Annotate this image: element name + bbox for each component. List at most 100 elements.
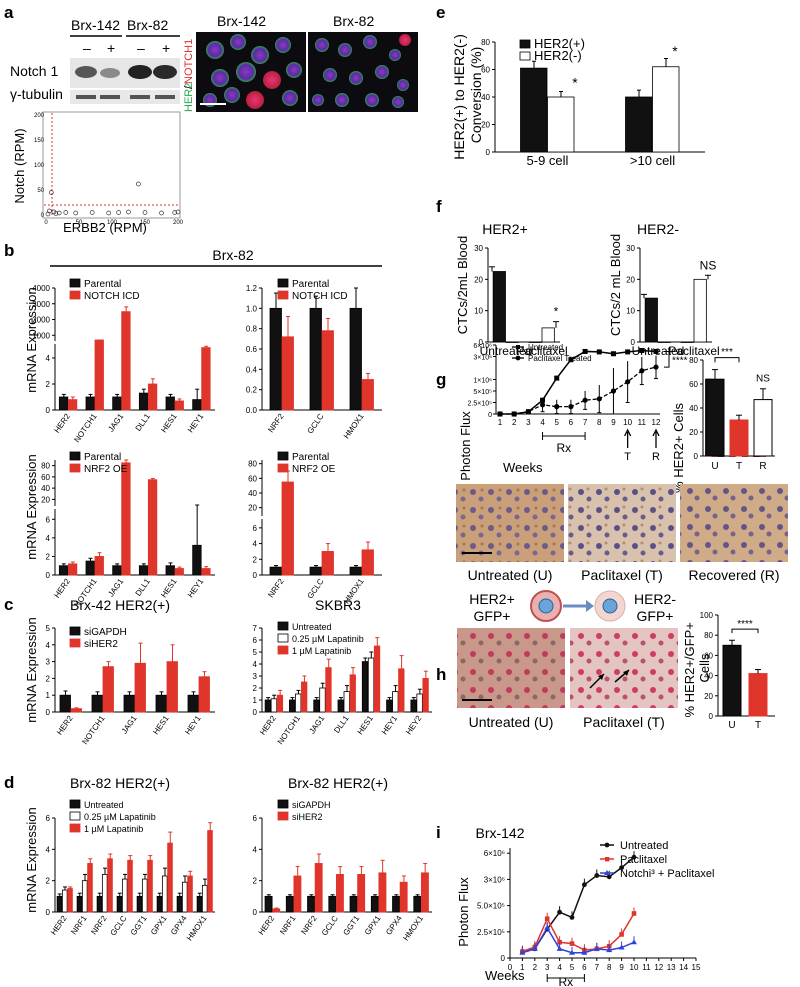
d-chart1-bar [107, 858, 113, 913]
if-cell [224, 87, 240, 103]
h-image-paclitaxel [570, 628, 678, 708]
b-chart2-cat-label: GCLC [306, 412, 326, 436]
i-xtick-label: 15 [692, 963, 701, 972]
g-bar-tick-label: 80 [689, 356, 698, 365]
h-bar-cat-label: T [755, 720, 761, 731]
c-chart2-cat-label: DLL1 [332, 714, 351, 735]
g-ytick-label: 6×10⁶ [473, 343, 492, 350]
e-chart-legend-label: HER2(-) [534, 48, 582, 63]
h-bar-tick-label: 60 [704, 651, 713, 660]
scatter-point [116, 210, 121, 215]
i-xtick-label: 11 [642, 963, 651, 972]
b-chart4-tick-label: 40 [248, 489, 257, 498]
b-chart4-axis-break [258, 516, 266, 519]
g-point-untreated [568, 357, 574, 363]
d-chart1-cat-label: NRF2 [89, 914, 109, 937]
i-legend-label-untreated: Untreated [620, 840, 668, 852]
d-chart1-bar [121, 878, 128, 913]
b-chart3-bar [147, 479, 158, 576]
b-chart3-bar [67, 563, 78, 576]
g-xtick-label: 6 [569, 418, 574, 427]
c-chart2-legend-label: Untreated [292, 622, 332, 632]
g-ytick-label: 1×10⁶ [473, 378, 492, 385]
b-chart3-cat-label: DLL1 [134, 577, 153, 598]
d-chart1-tick-label: 0 [46, 908, 51, 917]
c-chart2-tick-label: 7 [253, 624, 258, 633]
panel-letter-g: g [436, 370, 446, 389]
d-chart1-bar [127, 859, 133, 913]
b-chart1-cat-label: HER2 [52, 412, 72, 435]
panel-letter-d: d [4, 773, 14, 792]
d-chart2-bar [413, 895, 422, 913]
b-chart2-tick-label: 0.4 [246, 365, 258, 374]
g-point-treated [639, 368, 645, 374]
panel-d-title-left: Brx-82 HER2(+) [70, 775, 170, 791]
d-chart1-bar [207, 830, 213, 913]
b-chart3-tick-label: 80 [41, 462, 50, 471]
i-xtick-label: 6 [582, 963, 587, 972]
b-chart1-bar [58, 396, 69, 411]
scatter-ytick: 0 [41, 213, 45, 219]
c-chart1-cat-label: HER2 [55, 714, 75, 737]
g-xtick-label: 5 [555, 418, 560, 427]
if-cell [312, 94, 324, 106]
g-point-treated [653, 364, 659, 370]
h-bar-sig-bracket [731, 628, 759, 634]
b-chart4-legend-label: NRF2 OE [292, 464, 336, 475]
c-chart1-legend-swatch [69, 626, 81, 636]
c-chart2-bar [392, 691, 399, 713]
c-chart1-cat-label: JAG1 [120, 714, 139, 736]
scatter-point [136, 181, 141, 187]
c-chart2-bar [373, 645, 381, 713]
d-chart1-legend-label: 1 µM Lapatinib [84, 824, 143, 834]
g-xtick-label: 11 [638, 418, 647, 427]
d-chart2-bar [357, 874, 366, 913]
panel-letter-c: c [4, 595, 13, 614]
scatter-xlabel: ERBB2 (RPM) [63, 220, 147, 235]
diagram-label-left-line2: GFP+ [474, 608, 511, 624]
c-chart2-cat-label: HEY1 [380, 714, 400, 737]
b-chart1-legend-label: Parental [84, 279, 121, 290]
i-point-notchi [544, 924, 551, 930]
western-blot-tubulin [70, 90, 180, 104]
ihc-image-untreated [456, 484, 564, 562]
if-image-title-brx82: Brx-82 [333, 13, 374, 29]
i-point-notchi [631, 939, 637, 945]
i-point-notchi [581, 949, 588, 955]
g-point-treated [582, 397, 588, 403]
g-point-untreated [625, 349, 631, 355]
d-chart2-bar [370, 895, 379, 913]
b-chart3-bar [112, 565, 122, 576]
g-bar-tick-label: 0 [694, 452, 699, 461]
panel-i-ylabel: Photon Flux [456, 877, 471, 947]
panel-b-ylabel-top: mRNA Expression [24, 287, 39, 392]
g-sig-bracket [664, 350, 670, 368]
b-chart4-bar [309, 566, 322, 576]
i-xtick-label: 4 [557, 963, 562, 972]
scatter-point [159, 210, 164, 216]
b-chart4-tick-label: 0 [253, 571, 258, 580]
g-bar-sig-bracket [714, 357, 740, 363]
i-point-untreated [557, 909, 562, 915]
h-bar [722, 644, 742, 717]
f-chart1-bar [528, 341, 542, 343]
i-series-notchi-line [522, 926, 635, 954]
panel-c-title-right: SKBR3 [315, 597, 361, 613]
f-sig: * [554, 305, 559, 319]
panel-d-title-right: Brx-82 HER2(+) [288, 775, 388, 791]
i-point-notchi [606, 947, 613, 953]
g-xtick-label: 4 [540, 418, 545, 427]
panel-letter-a: a [4, 3, 14, 22]
c-chart2-tick-label: 5 [253, 648, 258, 657]
b-chart1-cat-label: JAG1 [106, 412, 125, 434]
scatter-point [172, 210, 178, 215]
i-xtick-label: 1 [520, 963, 525, 972]
g-point-untreated [610, 351, 616, 357]
e-chart-tick-label: 40 [481, 93, 490, 102]
d-chart1-legend-swatch [69, 823, 81, 833]
g-arrowhead-R [652, 428, 660, 437]
d-chart1-bar [156, 895, 163, 913]
b-chart2-legend-label: NOTCH ICD [292, 291, 348, 302]
scatter-frame [42, 111, 181, 219]
d-chart1-cat-label: HER2 [49, 914, 69, 937]
